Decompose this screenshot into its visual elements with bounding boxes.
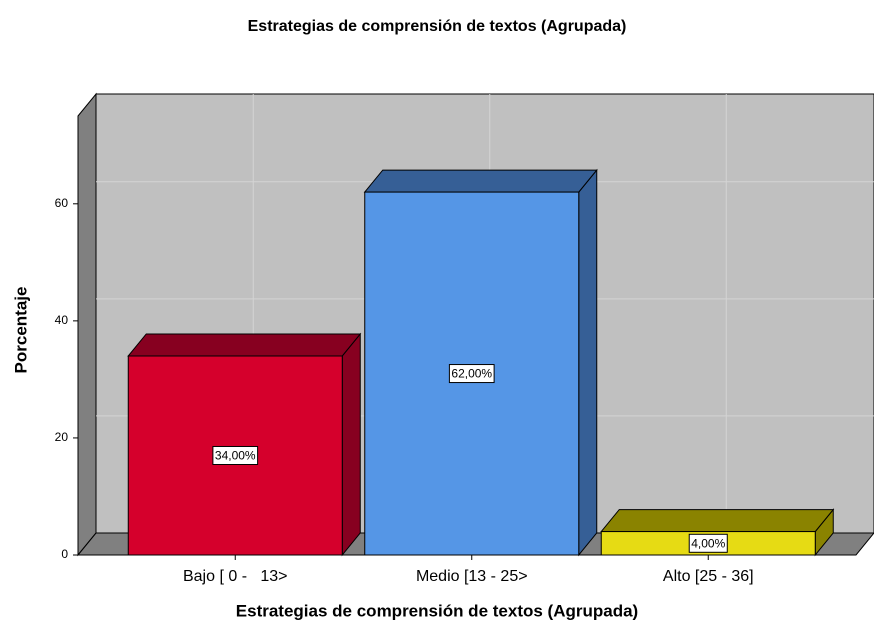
bar-side — [341, 332, 361, 557]
x-tick-label: Alto [25 - 36] — [663, 568, 754, 585]
bar-top — [127, 333, 362, 357]
y-tick-label: 40 — [55, 313, 69, 327]
bar-side — [578, 168, 598, 557]
value-label-box — [688, 533, 728, 553]
y-axis-label: Porcentaje — [11, 287, 30, 374]
value-label: 34,00% — [215, 449, 256, 463]
x-axis-label: Estrategias de comprensión de textos (Ag… — [236, 601, 638, 620]
y-tick-label: 20 — [55, 430, 69, 444]
x-tick-label: Bajo [ 0 - 13> — [183, 568, 288, 585]
x-tick-label: Medio [13 - 25> — [416, 568, 528, 585]
y-tick-label: 0 — [61, 547, 68, 561]
bar-top — [363, 169, 598, 193]
chart-title: Estrategias de comprensión de textos (Ag… — [248, 18, 627, 35]
value-label-box — [212, 445, 259, 465]
value-label: 62,00% — [451, 367, 492, 381]
y-tick-label: 60 — [55, 196, 69, 210]
value-label-box — [448, 364, 495, 384]
left-wall — [77, 92, 97, 557]
bar-top — [600, 509, 835, 533]
value-label: 4,00% — [691, 536, 725, 550]
